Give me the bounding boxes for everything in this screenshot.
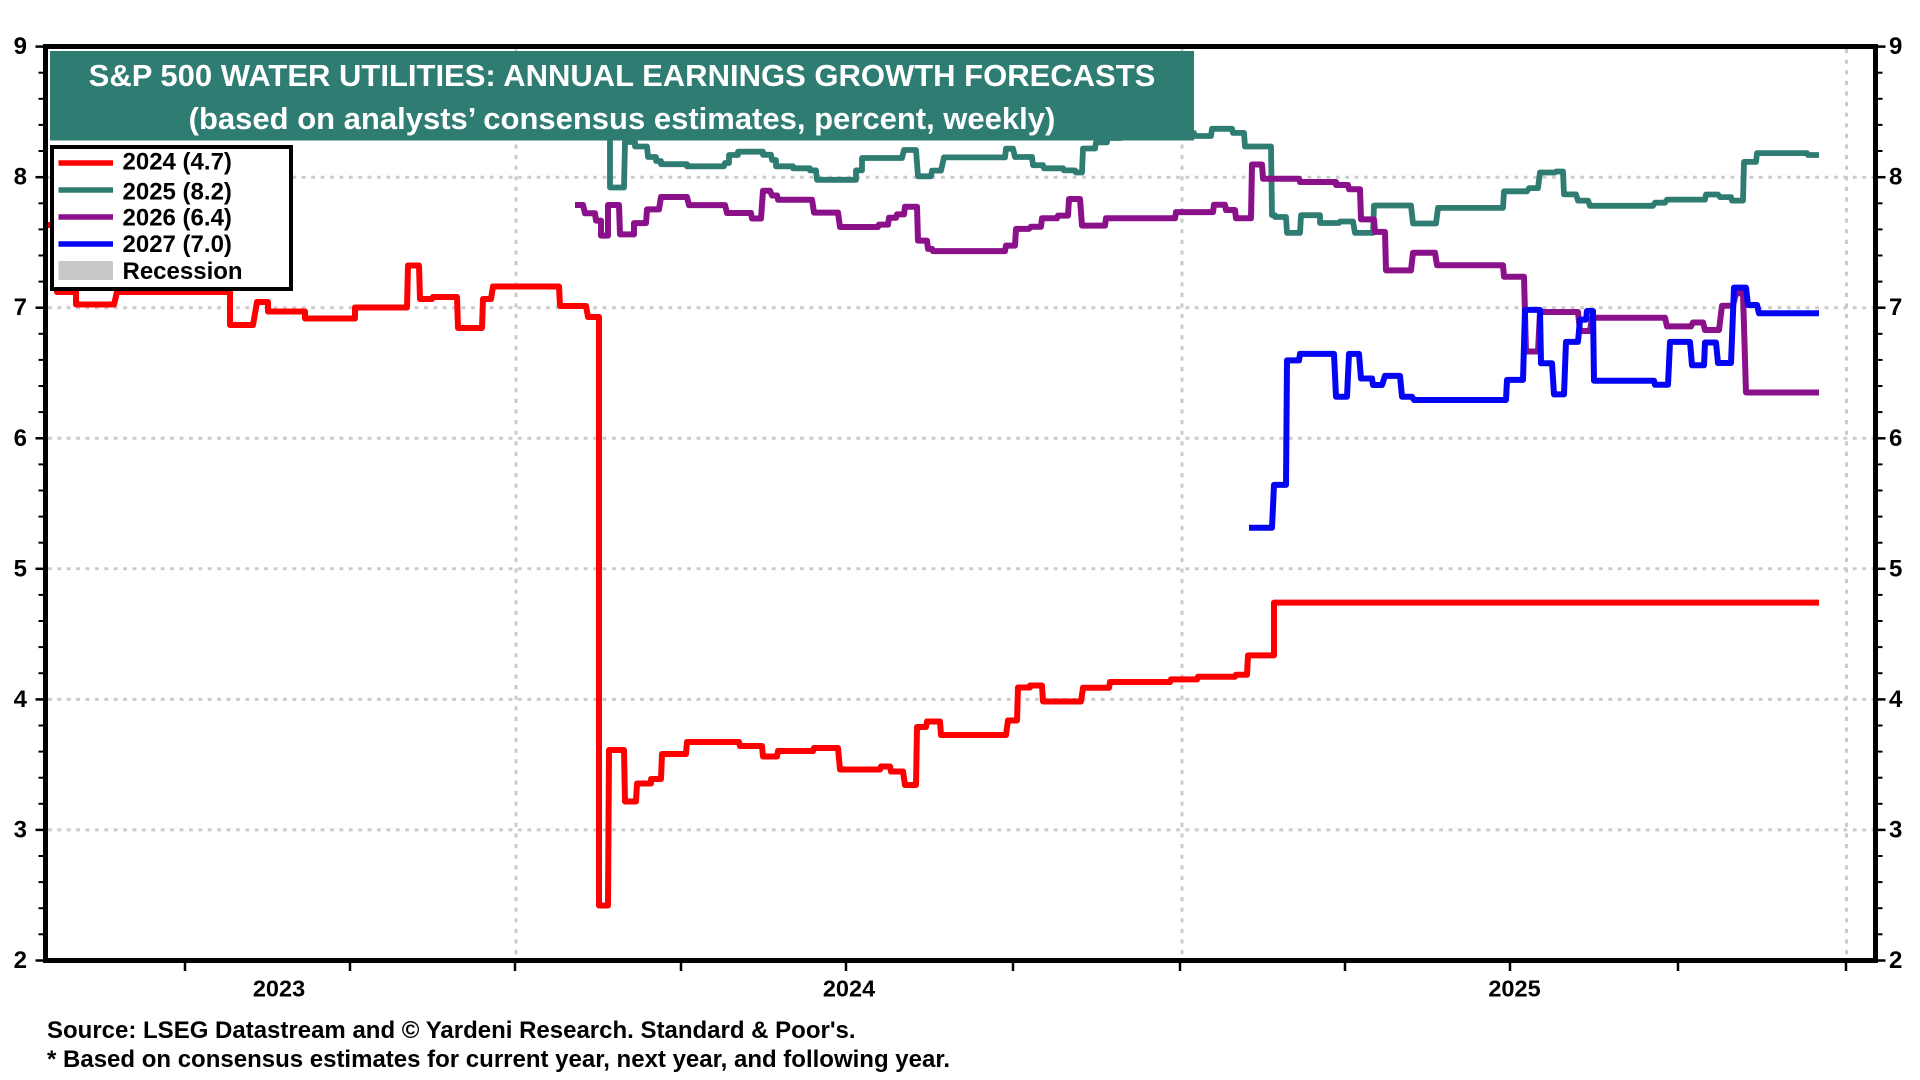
svg-text:(based on analysts’ consensus: (based on analysts’ consensus estimates,… [189, 101, 1056, 136]
svg-text:2025: 2025 [1488, 976, 1540, 1002]
svg-text:4: 4 [1889, 686, 1903, 713]
svg-text:* Based on consensus estimates: * Based on consensus estimates for curre… [47, 1046, 950, 1073]
svg-text:S&P 500 WATER UTILITIES: ANNUA: S&P 500 WATER UTILITIES: ANNUAL EARNINGS… [89, 58, 1156, 93]
svg-text:3: 3 [14, 816, 27, 843]
svg-text:2: 2 [1889, 947, 1902, 974]
svg-text:5: 5 [14, 555, 27, 582]
svg-text:2027 (7.0): 2027 (7.0) [123, 231, 232, 258]
svg-text:Source: LSEG Datastream and ©: Source: LSEG Datastream and © Yardeni Re… [47, 1017, 856, 1044]
svg-text:Recession: Recession [123, 258, 243, 285]
svg-text:6: 6 [14, 425, 27, 452]
svg-text:9: 9 [14, 33, 27, 60]
svg-text:2026 (6.4): 2026 (6.4) [123, 205, 232, 232]
svg-text:9: 9 [1889, 33, 1902, 60]
svg-text:2025 (8.2): 2025 (8.2) [123, 179, 232, 206]
svg-text:7: 7 [14, 294, 27, 321]
svg-text:3: 3 [1889, 816, 1902, 843]
svg-text:8: 8 [14, 164, 27, 191]
svg-text:8: 8 [1889, 164, 1902, 191]
svg-text:2024 (4.7): 2024 (4.7) [123, 149, 232, 176]
svg-text:7: 7 [1889, 294, 1902, 321]
svg-text:6: 6 [1889, 425, 1902, 452]
svg-text:4: 4 [14, 686, 28, 713]
svg-text:5: 5 [1889, 555, 1902, 582]
svg-text:2: 2 [14, 947, 27, 974]
svg-text:2023: 2023 [253, 976, 305, 1002]
svg-text:2024: 2024 [823, 976, 875, 1002]
